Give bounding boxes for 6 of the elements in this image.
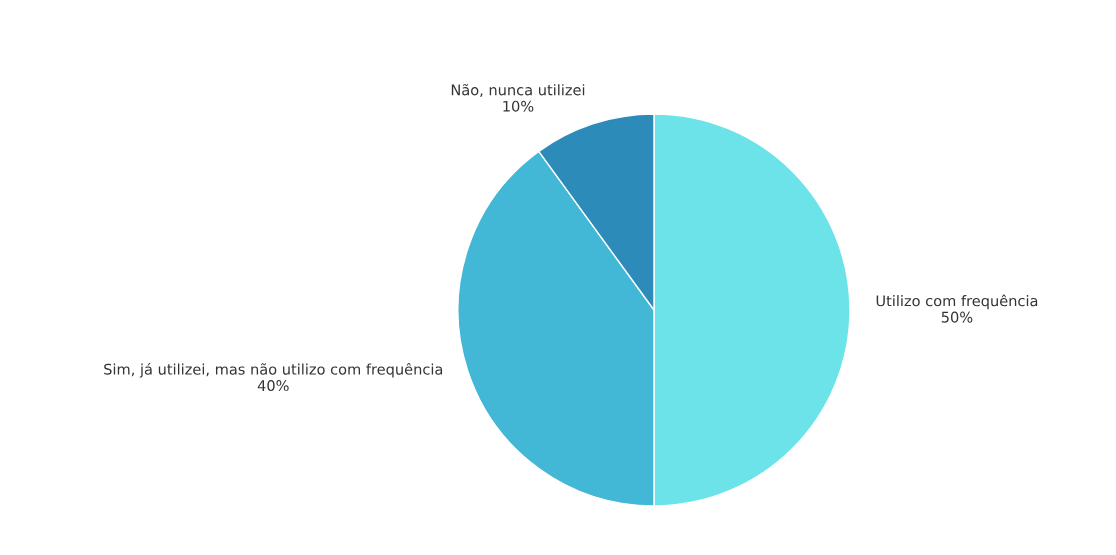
data-label: 50% — [941, 311, 973, 323]
slice-label: Não, nunca utilizei — [451, 83, 585, 97]
data-label: 40% — [257, 380, 289, 392]
slice-label: Utilizo com frequência — [876, 294, 1038, 310]
slice-label: Sim, já utilizei, mas não utilizo com frequência — [104, 362, 443, 378]
data-label: 10% — [503, 100, 534, 112]
